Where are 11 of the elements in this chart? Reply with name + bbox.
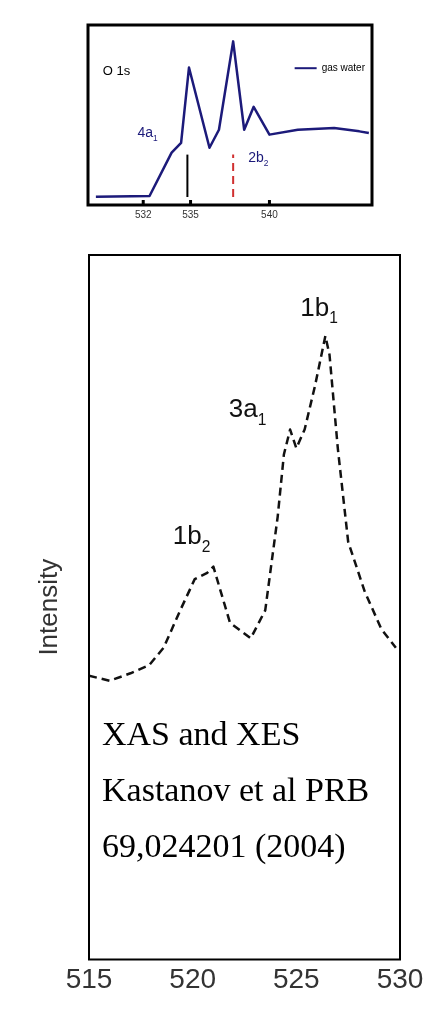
x-tick-label: 532 (134, 208, 152, 220)
annotation: O 1s (102, 63, 131, 79)
annotation: XAS and XES Kastanov et al PRB 69,024201 (2004) (102, 715, 370, 864)
x-tick-label: 525 (272, 962, 320, 994)
y-axis-title: Intensity (33, 558, 64, 656)
x-tick-label: 520 (169, 962, 217, 994)
x-tick-label: 535 (182, 208, 200, 220)
x-tick-label: 515 (65, 962, 113, 994)
x-tick-label: 540 (261, 208, 279, 220)
legend-label: gas water (321, 61, 366, 73)
x-tick-label: 530 (376, 962, 424, 994)
